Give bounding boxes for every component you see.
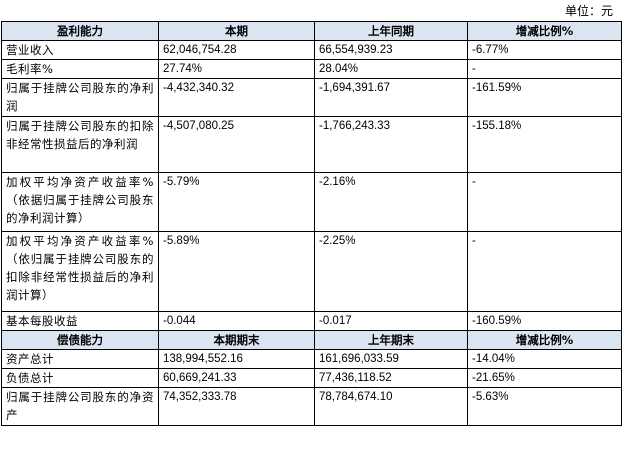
- table-row: 营业收入 62,046,754.28 66,554,939.23 -6.77%: [1, 40, 622, 60]
- current-value: 138,994,552.16: [158, 349, 315, 369]
- current-value: -5.89%: [158, 231, 315, 312]
- previous-value: 78,784,674.10: [314, 387, 468, 426]
- financial-summary-table: 盈利能力 本期 上年同期 增减比例% 营业收入 62,046,754.28 66…: [1, 21, 622, 426]
- table-row: 负债总计 60,669,241.33 77,436,118.52 -21.65%: [1, 368, 622, 388]
- previous-value: -1,766,243.33: [314, 116, 468, 173]
- previous-value: 66,554,939.23: [314, 40, 468, 60]
- table-row: 资产总计 138,994,552.16 161,696,033.59 -14.0…: [1, 349, 622, 369]
- row-label: 加权平均净资产收益率%（依归属于挂牌公司股东的扣除非经常性损益后的净利润计算）: [1, 231, 159, 312]
- change-value: -14.04%: [467, 349, 622, 369]
- previous-value: 77,436,118.52: [314, 368, 468, 388]
- row-label: 基本每股收益: [1, 311, 159, 331]
- current-value: -0.044: [158, 311, 315, 331]
- change-value: -6.77%: [467, 40, 622, 60]
- header-change-ratio: 增减比例%: [467, 330, 622, 350]
- row-label: 加权平均净资产收益率%（依据归属于挂牌公司股东的净利润计算）: [1, 172, 159, 232]
- change-value: -: [467, 231, 622, 312]
- current-value: 27.74%: [158, 59, 315, 79]
- current-value: 62,046,754.28: [158, 40, 315, 60]
- current-value: -5.79%: [158, 172, 315, 232]
- header-solvency: 偿债能力: [1, 330, 159, 350]
- header-previous-period-end: 上年期末: [314, 330, 468, 350]
- profit-header-row: 盈利能力 本期 上年同期 增减比例%: [1, 21, 622, 41]
- table-row: 基本每股收益 -0.044 -0.017 -160.59%: [1, 311, 622, 331]
- current-value: 74,352,333.78: [158, 387, 315, 426]
- row-label: 归属于挂牌公司股东的扣除非经常性损益后的净利润: [1, 116, 159, 173]
- table-row: 归属于挂牌公司股东的净利润 -4,432,340.32 -1,694,391.6…: [1, 78, 622, 117]
- previous-value: -2.25%: [314, 231, 468, 312]
- table-row: 归属于挂牌公司股东的扣除非经常性损益后的净利润 -4,507,080.25 -1…: [1, 116, 622, 173]
- current-value: -4,507,080.25: [158, 116, 315, 173]
- row-label: 资产总计: [1, 349, 159, 369]
- change-value: -5.63%: [467, 387, 622, 426]
- header-previous-period: 上年同期: [314, 21, 468, 41]
- header-current-period: 本期: [158, 21, 315, 41]
- previous-value: -0.017: [314, 311, 468, 331]
- change-value: -160.59%: [467, 311, 622, 331]
- previous-value: 161,696,033.59: [314, 349, 468, 369]
- table-row: 毛利率% 27.74% 28.04% -: [1, 59, 622, 79]
- row-label: 负债总计: [1, 368, 159, 388]
- change-value: -161.59%: [467, 78, 622, 117]
- table-row: 加权平均净资产收益率%（依据归属于挂牌公司股东的净利润计算） -5.79% -2…: [1, 172, 622, 232]
- row-label: 归属于挂牌公司股东的净利润: [1, 78, 159, 117]
- current-value: 60,669,241.33: [158, 368, 315, 388]
- change-value: -21.65%: [467, 368, 622, 388]
- change-value: -155.18%: [467, 116, 622, 173]
- table-row: 归属于挂牌公司股东的净资产 74,352,333.78 78,784,674.1…: [1, 387, 622, 426]
- row-label: 营业收入: [1, 40, 159, 60]
- row-label: 归属于挂牌公司股东的净资产: [1, 387, 159, 426]
- change-value: -: [467, 172, 622, 232]
- previous-value: -2.16%: [314, 172, 468, 232]
- unit-label: 单位：元: [564, 4, 613, 18]
- solvency-header-row: 偿债能力 本期期末 上年期末 增减比例%: [1, 330, 622, 350]
- previous-value: 28.04%: [314, 59, 468, 79]
- row-label: 毛利率%: [1, 59, 159, 79]
- change-value: -: [467, 59, 622, 79]
- previous-value: -1,694,391.67: [314, 78, 468, 117]
- header-change-ratio: 增减比例%: [467, 21, 622, 41]
- header-profitability: 盈利能力: [1, 21, 159, 41]
- header-period-end: 本期期末: [158, 330, 315, 350]
- table-row: 加权平均净资产收益率%（依归属于挂牌公司股东的扣除非经常性损益后的净利润计算） …: [1, 231, 622, 312]
- current-value: -4,432,340.32: [158, 78, 315, 117]
